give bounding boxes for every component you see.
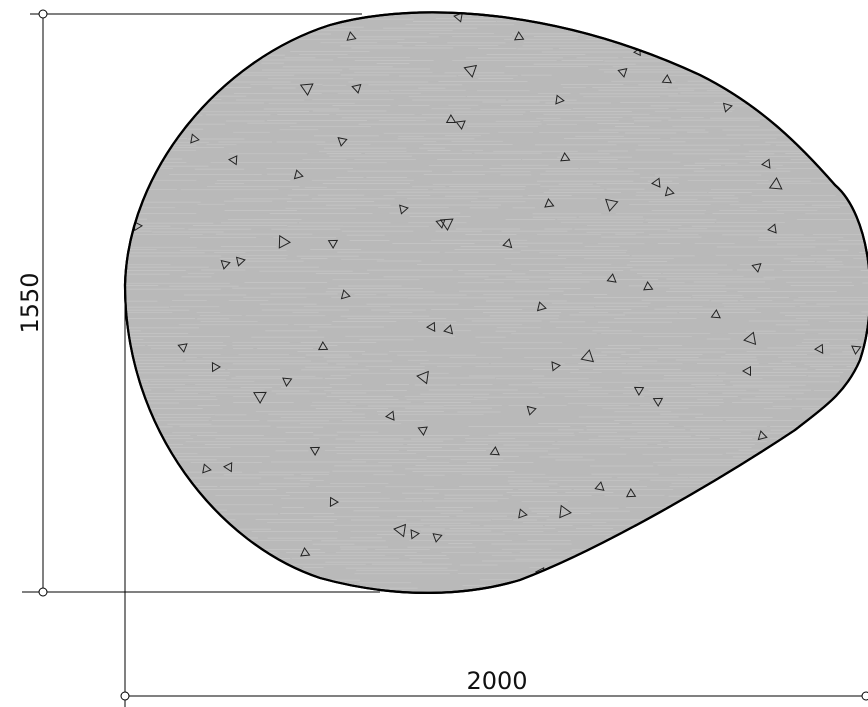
aggregate-triangle: [278, 234, 292, 249]
aggregate-triangle: [417, 426, 428, 436]
aggregate-triangle: [617, 68, 628, 78]
aggregate-triangle: [741, 365, 751, 377]
aggregate-triangle: [559, 504, 573, 519]
aggregate-triangle: [455, 120, 466, 130]
aggregate-triangle: [227, 155, 238, 166]
height-dimension: 1550: [16, 9, 380, 597]
aggregate-triangle: [767, 223, 777, 234]
aggregate-triangle: [293, 169, 304, 180]
aggregate-triangle: [651, 177, 661, 188]
aggregate-triangle: [513, 31, 525, 41]
aggregate-triangle: [555, 94, 565, 105]
aggregate-triangle: [439, 218, 454, 231]
aggregate-triangle: [317, 340, 329, 351]
aggregate-triangle: [453, 12, 463, 23]
concrete-section: [123, 11, 868, 594]
aggregate-triangle: [544, 198, 555, 208]
aggregate-triangle: [282, 377, 293, 388]
aggregate-triangle: [761, 158, 771, 169]
aggregate-triangle: [327, 239, 339, 249]
aggregate-triangle: [606, 273, 617, 283]
aggregate-triangle: [346, 31, 357, 41]
width-dimension: 2000: [120, 290, 868, 707]
section-outline: [123, 11, 868, 594]
aggregate-triangle: [340, 289, 351, 300]
aggregate-triangle: [329, 496, 339, 508]
aggregate-triangle: [463, 64, 478, 78]
aggregate-triangle: [202, 463, 212, 474]
aggregate-triangle: [643, 280, 654, 291]
aggregate-triangle: [211, 361, 221, 373]
aggregate-triangle: [768, 177, 783, 190]
width-tick-right: [861, 691, 868, 701]
aggregate-triangle: [652, 397, 664, 407]
aggregate-triangle: [410, 529, 420, 540]
aggregate-triangle: [432, 533, 443, 543]
aggregate-triangle: [722, 102, 733, 113]
aggregate-triangle: [580, 349, 595, 363]
aggregate-triangle: [502, 238, 513, 249]
aggregate-triangle: [223, 461, 233, 473]
aggregate-triangle: [385, 410, 395, 421]
aggregate-triangle: [235, 256, 246, 267]
aggregate-triangle: [299, 83, 314, 96]
aggregate-triangle: [594, 481, 605, 491]
aggregate-triangle: [605, 198, 619, 212]
aggregate-triangle: [560, 152, 571, 162]
aggregate-triangle: [664, 186, 675, 197]
aggregate-symbols: [133, 12, 862, 578]
height-label: 1550: [16, 272, 44, 333]
aggregate-triangle: [220, 259, 231, 270]
aggregate-triangle: [351, 83, 362, 94]
aggregate-triangle: [435, 219, 446, 229]
aggregate-triangle: [551, 361, 561, 372]
aggregate-triangle: [309, 446, 321, 456]
aggregate-triangle: [536, 301, 547, 312]
aggregate-triangle: [851, 345, 862, 355]
aggregate-triangle: [661, 74, 673, 84]
width-tick-left: [120, 691, 130, 701]
aggregate-triangle: [177, 343, 188, 353]
aggregate-triangle: [813, 343, 824, 355]
aggregate-triangle: [743, 331, 757, 346]
height-tick-bottom: [38, 587, 48, 597]
section-outline-stroke: [123, 11, 868, 594]
aggregate-triangle: [425, 321, 436, 333]
aggregate-triangle: [416, 370, 429, 385]
aggregate-triangle: [710, 309, 721, 319]
height-tick-top: [38, 9, 48, 19]
aggregate-triangle: [300, 546, 311, 557]
aggregate-triangle: [393, 523, 407, 538]
aggregate-triangle: [633, 386, 645, 396]
aggregate-triangle: [757, 430, 768, 441]
aggregate-triangle: [399, 204, 409, 215]
aggregate-triangle: [518, 508, 528, 519]
width-label: 2000: [466, 667, 527, 695]
aggregate-triangle: [190, 133, 200, 144]
aggregate-triangle: [625, 487, 637, 498]
aggregate-triangle: [253, 391, 267, 405]
aggregate-triangle: [445, 114, 457, 123]
aggregate-triangle: [443, 324, 454, 335]
aggregate-triangle: [489, 445, 500, 456]
aggregate-triangle: [337, 137, 348, 147]
aggregate-triangle: [751, 263, 762, 273]
aggregate-triangle: [526, 405, 537, 416]
